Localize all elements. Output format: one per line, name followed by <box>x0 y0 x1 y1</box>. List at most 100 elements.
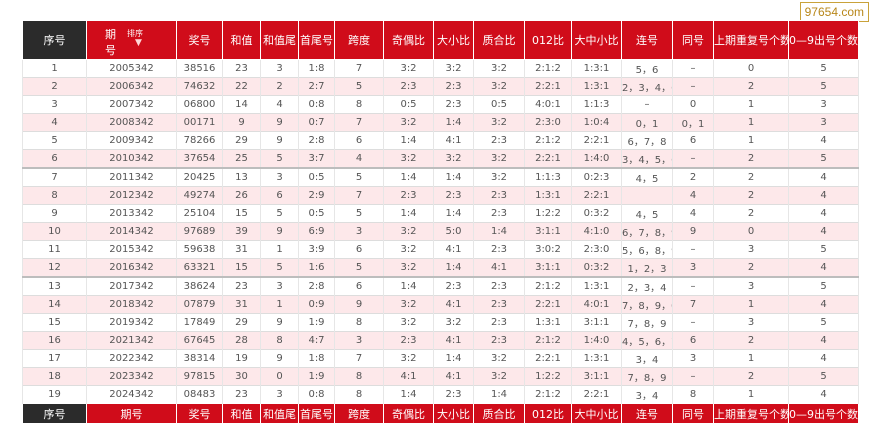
table-cell: 2024342 <box>86 385 177 404</box>
table-row: 8 2012342 49274 26 6 2:9 7 2:3 2:3 2:3 1:3:1 2:2:1 4… <box>22 186 859 205</box>
table-cell: 3:1:1 <box>571 313 622 332</box>
table-row: 11 2015342 59638 31 1 3:9 6 3:2 4:1 2:3 3:0:2 2:3:0… <box>22 240 859 259</box>
table-cell: 4 <box>788 385 859 404</box>
table-cell: 63321 <box>176 258 223 277</box>
site-watermark: 97654.com <box>799 2 869 22</box>
table-cell: 2019342 <box>86 313 177 332</box>
table-cell: 9 <box>260 131 299 150</box>
table-cell: 23 <box>222 276 261 296</box>
table-row: 12 2016342 63321 15 5 1:6 5 3:2 1:4 4:1 3:1:1 0:3:2… <box>22 258 859 277</box>
table-cell: 1 <box>713 295 789 314</box>
table-cell: 1:8 <box>298 59 335 78</box>
table-cell: 15 <box>22 313 87 332</box>
table-cell: 11 <box>22 240 87 259</box>
table-cell: 8 <box>260 331 299 350</box>
table-cell: 67645 <box>176 331 223 350</box>
table-cell: 2，3，4 <box>621 276 673 296</box>
table-cell: 3:1:1 <box>571 367 622 386</box>
table-cell: 4 <box>672 186 714 205</box>
header-issue[interactable]: 期 号 排序 ▼ <box>86 20 177 60</box>
table-cell: 4，5，6，7 <box>621 331 673 350</box>
table-cell: 6 <box>22 149 87 168</box>
table-cell: – <box>672 276 714 296</box>
table-cell: 5 <box>334 167 384 187</box>
header-seq: 序号 <box>22 20 87 60</box>
table-cell: 2:2:1 <box>571 385 622 404</box>
table-cell: 06800 <box>176 95 223 114</box>
table-body: 1 2005342 38516 23 3 1:8 7 3:2 3:2 3:2 2:1:2 1:3:1 5… <box>22 59 859 404</box>
table-cell: 0:5 <box>473 95 525 114</box>
table-cell: 17 <box>22 349 87 368</box>
table-cell: 3:7 <box>298 149 335 168</box>
table-cell: 2:2:1 <box>571 186 622 205</box>
table-cell: 3:2 <box>473 167 525 187</box>
table-cell: 1 <box>713 131 789 150</box>
table-cell: 2:3 <box>473 131 525 150</box>
table-cell: 13 <box>222 167 261 187</box>
table-cell: 3:2 <box>383 349 434 368</box>
sort-arrow-down-icon[interactable]: ▼ <box>135 38 142 48</box>
table-cell: 2017342 <box>86 276 177 296</box>
table-cell: 2:2:1 <box>571 131 622 150</box>
table-cell: 2005342 <box>86 59 177 78</box>
table-cell: 3，4，5，6，7 <box>621 149 673 168</box>
table-cell: 4:0:1 <box>524 95 572 114</box>
table-cell: 4 <box>672 204 714 223</box>
table-cell: 8 <box>334 385 384 404</box>
table-cell: 3:2 <box>383 149 434 168</box>
table-cell: 2:1:2 <box>524 385 572 404</box>
table-cell: 26 <box>222 186 261 205</box>
table-cell: 3 <box>260 167 299 187</box>
table-cell: 18 <box>22 367 87 386</box>
table-cell: 38516 <box>176 59 223 78</box>
table-cell: 1:3:1 <box>524 186 572 205</box>
table-cell: 1:4 <box>383 276 434 296</box>
table-cell: 1:2:2 <box>524 367 572 386</box>
table-cell: 3:2 <box>383 59 434 78</box>
table-cell: 7，8，9 <box>621 367 673 386</box>
table-cell: 3:2 <box>383 313 434 332</box>
table-cell: 1:4 <box>433 349 474 368</box>
table-cell: – <box>672 240 714 259</box>
table-cell: 3:1:1 <box>524 222 572 241</box>
table-row: 17 2022342 38314 19 9 1:8 7 3:2 1:4 3:2 2:2:1 1:3:1… <box>22 349 859 368</box>
table-cell: 3 <box>260 385 299 404</box>
table-cell: 1 <box>713 349 789 368</box>
table-cell: 00171 <box>176 113 223 132</box>
table-cell: 2:3 <box>433 95 474 114</box>
footer-col: 012比 <box>524 403 572 424</box>
table-cell: 5 <box>260 149 299 168</box>
table-cell: 3:2 <box>473 367 525 386</box>
table-cell: 2007342 <box>86 95 177 114</box>
table-cell: 3 <box>22 95 87 114</box>
table-cell: 3:2 <box>433 149 474 168</box>
table-cell: 1:4 <box>383 385 434 404</box>
table-cell: – <box>672 59 714 78</box>
table-cell: 2 <box>713 77 789 96</box>
table-cell: 1 <box>260 295 299 314</box>
table-cell: 1:9 <box>298 367 335 386</box>
table-cell: 5 <box>334 77 384 96</box>
header-col: 质合比 <box>473 20 525 60</box>
table-cell: 3，4 <box>621 349 673 368</box>
table-cell: 2:3 <box>473 186 525 205</box>
table-cell: 0，1 <box>621 113 673 132</box>
table-row: 14 2018342 07879 31 1 0:9 9 3:2 4:1 2:3 2:2:1 4:0:1… <box>22 295 859 314</box>
table-cell: 08483 <box>176 385 223 404</box>
table-cell: 1:4 <box>383 204 434 223</box>
table-cell: 74632 <box>176 77 223 96</box>
header-col: 同号 <box>672 20 714 60</box>
table-cell: 4 <box>334 149 384 168</box>
table-cell: 3 <box>713 276 789 296</box>
table-cell: 7，8，9 <box>621 313 673 332</box>
table-cell: 1:9 <box>298 313 335 332</box>
table-cell: 0:5 <box>383 95 434 114</box>
table-cell: 39 <box>222 222 261 241</box>
table-cell: 4 <box>788 349 859 368</box>
sort-button[interactable]: 排序 <box>127 29 143 38</box>
table-cell: 14 <box>222 95 261 114</box>
table-cell: 2:3 <box>473 240 525 259</box>
table-cell: 4:1 <box>433 331 474 350</box>
table-cell: 16 <box>22 331 87 350</box>
table-cell: 5 <box>334 258 384 277</box>
